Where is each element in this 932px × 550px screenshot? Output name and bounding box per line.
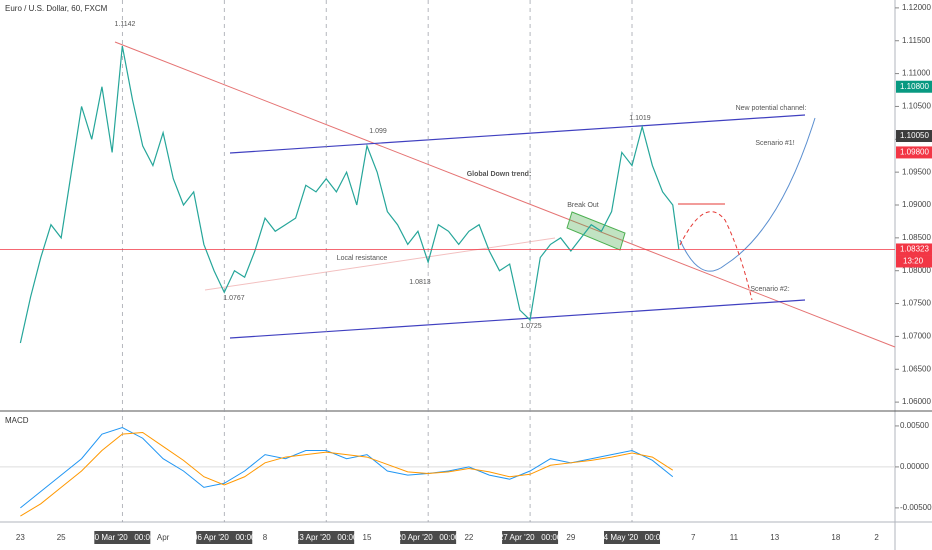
- annotation: Scenario #1!: [755, 140, 794, 147]
- x-tick-label: 18: [831, 533, 840, 542]
- macd-title: MACD: [5, 416, 29, 425]
- y-tick-label: 1.07500: [902, 299, 931, 308]
- y-tick-label: 1.06000: [902, 397, 931, 406]
- y-tick-label: 1.11500: [902, 36, 931, 45]
- y-tick-label: 1.09500: [902, 167, 931, 176]
- y-tick-label: 1.10500: [902, 102, 931, 111]
- price-badge: [896, 130, 932, 143]
- x-tick-label: 15: [363, 533, 372, 542]
- x-tick-label: 13: [770, 533, 779, 542]
- x-tick-label: 11: [730, 533, 739, 542]
- y-tick-label: 1.08000: [902, 266, 931, 275]
- x-tick-label: 27 Apr '20 00:00: [499, 533, 562, 542]
- annotation: 1.0767: [223, 295, 245, 302]
- price-line: [20, 427, 674, 509]
- annotation: 1.0813: [409, 279, 431, 286]
- x-tick-label: 23: [16, 533, 25, 542]
- y-tick-label: 1.07000: [902, 332, 931, 341]
- time-label-box: [604, 531, 661, 544]
- annotation: 1.1142: [115, 21, 136, 28]
- x-tick-label: 06 Apr '20 00:00: [193, 533, 256, 542]
- time-label-box: [196, 531, 253, 544]
- channel-bottom: [229, 299, 806, 339]
- y-tick-label: -0.00500: [900, 503, 932, 512]
- y-tick-label: 0.00500: [900, 421, 929, 430]
- x-tick-label: 2: [874, 533, 879, 542]
- countdown: 13:20: [903, 257, 924, 266]
- x-tick-label: 20 Apr '20 00:00: [397, 533, 460, 542]
- y-tick-label: 1.09000: [902, 200, 931, 209]
- x-tick-label: 22: [464, 533, 473, 542]
- x-tick-label: 25: [57, 533, 66, 542]
- x-tick-label: 04 May '20 00:00: [599, 533, 665, 542]
- price-badge: [896, 80, 932, 93]
- annotation: Break Out: [567, 202, 599, 209]
- price-line: [19, 45, 680, 344]
- x-tick-label: 30 Mar '20 00:00: [90, 533, 155, 542]
- price-badge-label: 1.09800: [900, 148, 929, 157]
- annotation: New potential channel:: [736, 105, 807, 112]
- downtrend-line: [114, 41, 896, 348]
- channel-top: [229, 114, 806, 154]
- annotation: Local resistance: [337, 255, 388, 262]
- y-tick-label: 1.08500: [902, 233, 931, 242]
- time-label-box: [298, 531, 355, 544]
- x-tick-label: 7: [691, 533, 696, 542]
- annotation: 1.099: [369, 128, 387, 135]
- scenario-1-path: [679, 117, 816, 272]
- local-resistance-line: [204, 237, 556, 291]
- price-line: [20, 431, 674, 517]
- x-tick-label: 13 Apr '20 00:00: [295, 533, 358, 542]
- price-badge-label: 1.10800: [900, 82, 929, 91]
- x-tick-label: Apr: [157, 533, 170, 542]
- annotation: Global Down trend:: [467, 171, 532, 178]
- scenario-2-path: [679, 211, 753, 301]
- time-label-box: [400, 531, 457, 544]
- price-badge: [896, 146, 932, 159]
- chart-title: Euro / U.S. Dollar, 60, FXCM: [5, 4, 108, 13]
- breakout-box: [566, 211, 626, 251]
- y-tick-label: 0.00000: [900, 462, 929, 471]
- price-badge-label: 1.08323: [900, 245, 929, 254]
- time-label-box: [94, 531, 151, 544]
- y-tick-label: 1.06500: [902, 364, 931, 373]
- countdown-box: [896, 255, 932, 268]
- annotation: 1.1019: [629, 115, 651, 122]
- price-badge-label: 1.10050: [900, 131, 929, 140]
- x-tick-label: 8: [263, 533, 268, 542]
- annotation: 1.0725: [520, 323, 542, 330]
- time-label-box: [502, 531, 559, 544]
- price-badge: [896, 243, 932, 256]
- y-tick-label: 1.12000: [902, 3, 931, 12]
- y-tick-label: 1.11000: [902, 69, 931, 78]
- annotation: Scenario #2:: [750, 286, 789, 293]
- x-tick-label: 29: [566, 533, 575, 542]
